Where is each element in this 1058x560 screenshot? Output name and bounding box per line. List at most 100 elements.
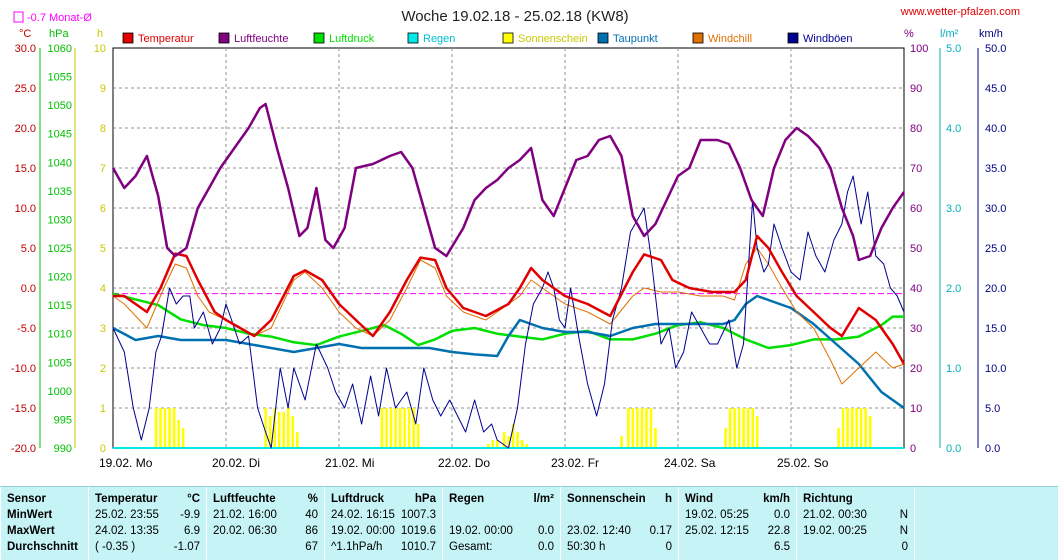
plot-grid xyxy=(113,48,904,448)
rain-tick-label: 4.0 xyxy=(946,123,961,135)
rain-tick-label: 5.0 xyxy=(946,43,961,55)
legend-swatch xyxy=(597,32,609,44)
humidity-unit: % xyxy=(307,493,318,505)
humidity-tick-label: 60 xyxy=(910,203,922,215)
col-wind: Wind km/h 19.02. 05:25 0.0 25.02. 12:15 … xyxy=(678,487,796,560)
temperature-header: Temperatur xyxy=(95,493,158,505)
sunshine-bar xyxy=(520,440,524,448)
temperature-max-value: 6.9 xyxy=(184,525,200,537)
pressure-unit: hPa xyxy=(414,493,436,505)
sun-tick-label: 8 xyxy=(100,123,106,135)
sunshine-bar xyxy=(380,408,384,448)
temp-tick-label: -15.0 xyxy=(11,403,36,415)
weather-chart: Woche 19.02.18 - 25.02.18 (KW8) www.wett… xyxy=(11,6,1020,470)
wind-tick-label: 5.0 xyxy=(985,403,1000,415)
wind-tick-label: 30.0 xyxy=(985,203,1006,215)
temperature-max-time: 24.02. 13:35 xyxy=(95,525,159,537)
series-line-windchill xyxy=(112,247,905,385)
series-line-taupunkt xyxy=(112,294,905,410)
pressure-tick-label: 1060 xyxy=(48,43,72,55)
sun-tick-label: 6 xyxy=(100,203,106,215)
temp-unit-label: °C xyxy=(19,28,31,40)
sunshine-max-time: 23.02. 12:40 xyxy=(567,525,631,537)
wind-avg-value: 6.5 xyxy=(774,541,790,553)
temp-tick-label: 0.0 xyxy=(21,283,36,295)
humidity-tick-label: 90 xyxy=(910,83,922,95)
sunshine-bar xyxy=(525,444,528,448)
temperature-min-value: -9.9 xyxy=(180,509,200,521)
stats-table: Sensor MinWert MaxWert Durchschnitt Temp… xyxy=(0,486,1058,560)
direction-avg-value: 0 xyxy=(901,541,908,553)
sunshine-bar xyxy=(385,408,388,448)
col-rain: Regen l/m² 19.02. 00:00 0.0 Gesamt: 0.0 xyxy=(442,487,560,560)
sunshine-bar xyxy=(841,408,845,448)
humidity-min-time: 21.02. 16:00 xyxy=(213,509,277,521)
pressure-tick-label: 1010 xyxy=(48,329,72,341)
rain-unit-label: l/m² xyxy=(940,28,959,40)
humidity-tick-label: 70 xyxy=(910,163,922,175)
sunshine-bar xyxy=(746,408,750,448)
sunshine-bar xyxy=(172,408,176,448)
sunshine-bar xyxy=(181,428,185,448)
temp-tick-label: 5.0 xyxy=(21,243,36,255)
sun-tick-label: 10 xyxy=(94,43,106,55)
wind-header: Wind xyxy=(685,493,713,505)
rain-tick-label: 3.0 xyxy=(946,203,961,215)
sunshine-bar xyxy=(264,408,267,448)
source-link[interactable]: www.wetter-pfalzen.com xyxy=(900,6,1020,18)
pressure-tick-label: 995 xyxy=(54,414,72,426)
sunshine-bar xyxy=(620,436,623,448)
sunshine-bar xyxy=(412,408,415,448)
sun-tick-label: 1 xyxy=(100,403,106,415)
sunshine-bar xyxy=(868,416,872,448)
sunshine-bar xyxy=(163,408,167,448)
wind-unit-label: km/h xyxy=(979,28,1003,40)
humidity-tick-label: 100 xyxy=(910,43,928,55)
x-tick-label: 22.02. Do xyxy=(438,456,490,470)
sunshine-bar xyxy=(654,428,657,448)
x-tick-label: 19.02. Mo xyxy=(99,456,153,470)
direction-header: Richtung xyxy=(803,493,853,505)
col-sunshine: Sonnenschein h 23.02. 12:40 0.17 50:30 h… xyxy=(560,487,678,560)
wind-tick-label: 0.0 xyxy=(985,443,1000,455)
sunshine-bar xyxy=(398,408,402,448)
sunshine-bar xyxy=(295,432,299,448)
pressure-tick-label: 1050 xyxy=(48,100,72,112)
sunshine-bar xyxy=(850,408,854,448)
sunshine-header: Sonnenschein xyxy=(567,493,646,505)
series-line-temperatur xyxy=(113,234,906,365)
rain-tick-label: 0.0 xyxy=(946,443,961,455)
monthly-avg-label: -0.7 Monat-Ø xyxy=(27,12,92,24)
sunshine-bar xyxy=(502,432,506,448)
sun-unit-label: h xyxy=(97,28,103,40)
sunshine-bar xyxy=(649,408,653,448)
pressure-tick-label: 1025 xyxy=(48,243,72,255)
sunshine-bar xyxy=(742,408,745,448)
sunshine-bar xyxy=(268,416,272,448)
chart-title: Woche 19.02.18 - 25.02.18 (KW8) xyxy=(401,8,628,25)
col-pressure: Luftdruck hPa 24.02. 16:15 1007.3 19.02.… xyxy=(324,487,442,560)
direction-max-value: N xyxy=(899,525,908,537)
temperature-avg-value: -1.07 xyxy=(173,541,200,553)
chart-axes: 30.025.020.015.010.05.00.0-5.0-10.0-15.0… xyxy=(11,43,1007,470)
pressure-tick-label: 1005 xyxy=(48,357,72,369)
temperature-avg-note: ( -0.35 ) xyxy=(95,541,136,553)
temp-tick-label: 30.0 xyxy=(15,43,36,55)
rain-unit: l/m² xyxy=(533,493,554,505)
x-tick-label: 21.02. Mi xyxy=(325,456,374,470)
legend-swatch xyxy=(692,32,704,44)
sun-tick-label: 0 xyxy=(100,443,106,455)
sunshine-bar xyxy=(516,432,519,448)
humidity-tick-label: 10 xyxy=(910,403,922,415)
humidity-tick-label: 20 xyxy=(910,363,922,375)
pressure-tick-label: 990 xyxy=(54,443,72,455)
col-empty xyxy=(914,487,1058,560)
legend-label: Temperatur xyxy=(138,33,194,45)
rain-tick-label: 1.0 xyxy=(946,363,961,375)
x-tick-label: 20.02. Di xyxy=(212,456,260,470)
direction-max-time: 19.02. 00:25 xyxy=(803,525,867,537)
wind-tick-label: 40.0 xyxy=(985,123,1006,135)
sunshine-bar xyxy=(282,412,286,448)
legend-label: Taupunkt xyxy=(613,33,658,45)
pressure-max-value: 1019.6 xyxy=(400,525,436,537)
